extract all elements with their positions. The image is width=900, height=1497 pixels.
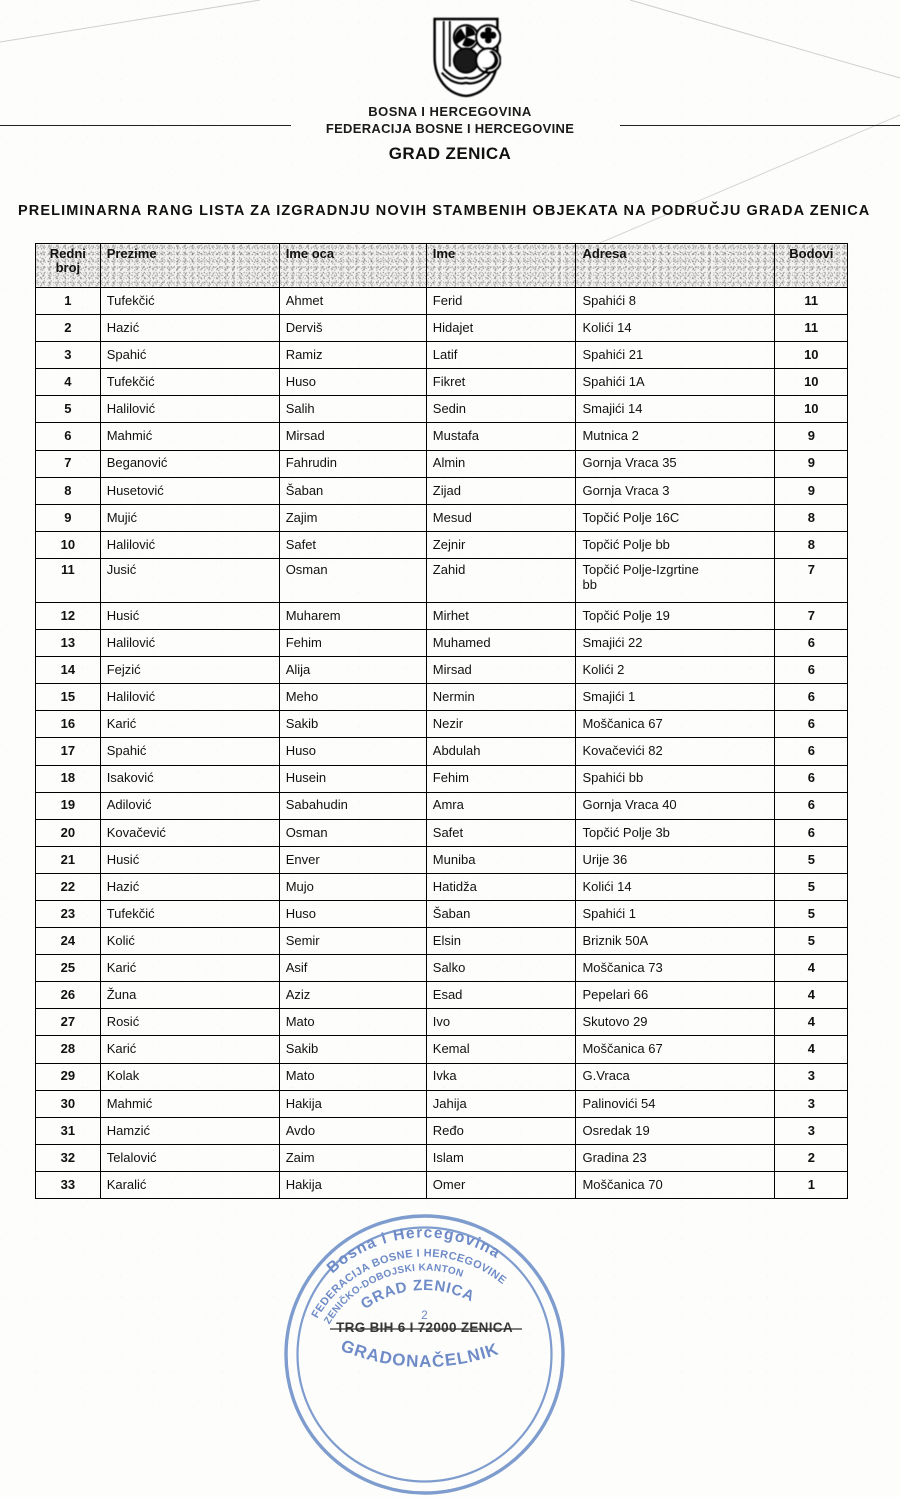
svg-text:TRG BIH 6 I 72000 ZENICA: TRG BIH 6 I 72000 ZENICA <box>336 1320 513 1335</box>
svg-text:GRADONAČELNIK: GRADONAČELNIK <box>338 1336 501 1371</box>
